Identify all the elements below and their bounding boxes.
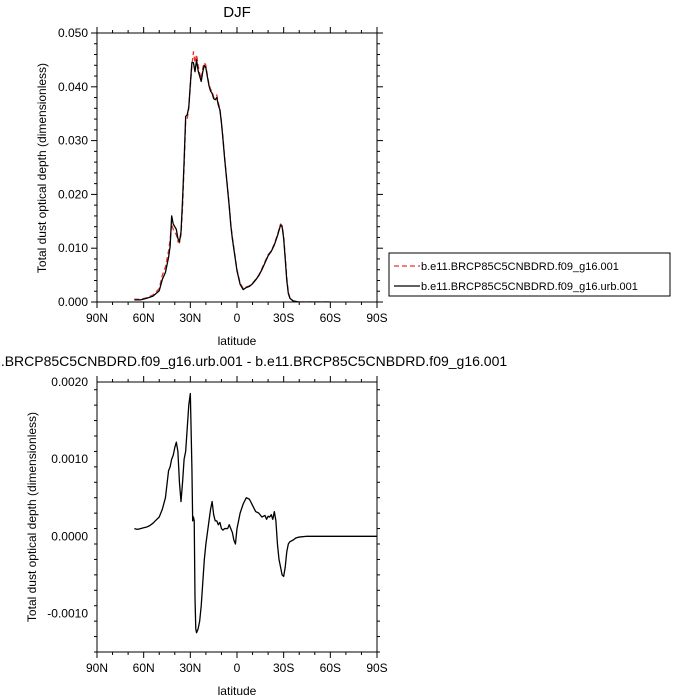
top-series-line-1 <box>134 51 331 302</box>
top-plot-frame <box>96 32 378 303</box>
top-y-tick-label: 0.050 <box>58 26 88 40</box>
bottom-x-tick-label: 90S <box>366 661 387 675</box>
top-x-tick-label: 90N <box>86 311 108 325</box>
top-x-tick-label: 30N <box>179 311 201 325</box>
top-panel-title: DJF <box>223 4 251 21</box>
bottom-plot-frame <box>96 381 378 653</box>
top-y-tick-label: 0.020 <box>58 187 88 201</box>
bottom-panel: b.e11.BRCP85C5CNBDRD.f09_g16.urb.001 - b… <box>0 353 507 698</box>
bottom-axes: 90N 60N 30N 0 30S 60S 90S -0.0010 0.0000 0.0010 0.… <box>47 375 387 675</box>
bottom-series-line-1 <box>134 392 377 634</box>
top-y-tick-label: 0.000 <box>58 295 88 309</box>
bottom-panel-title: b.e11.BRCP85C5CNBDRD.f09_g16.urb.001 - b… <box>0 353 507 369</box>
legend: b.e11.BRCP85C5CNBDRD.f09_g16.001 b.e11.B… <box>388 252 671 297</box>
legend-label-series-1: b.e11.BRCP85C5CNBDRD.f09_g16.001 <box>421 261 619 273</box>
bottom-y-tick-label: 0.0000 <box>51 529 88 543</box>
top-series-line-2 <box>134 59 331 302</box>
bottom-x-axis-label: latitude <box>218 684 257 698</box>
top-panel: DJF 90N 60N 30N 0 30S 60S 90S 0.000 0.010 0.020 0.… <box>35 4 671 348</box>
bottom-y-axis-label: Total dust optical depth (dimensionless) <box>25 412 39 622</box>
bottom-y-tick-label: -0.0010 <box>47 606 88 620</box>
top-axes: 90N 60N 30N 0 30S 60S 90S 0.000 0.010 0.020 0.030 0… <box>58 26 388 325</box>
top-y-axis-label: Total dust optical depth (dimensionless) <box>35 63 49 273</box>
bottom-y-tick-label: 0.0010 <box>51 452 88 466</box>
top-x-tick-label: 30S <box>273 311 294 325</box>
bottom-x-tick-label: 60S <box>320 661 341 675</box>
top-y-tick-label: 0.040 <box>58 80 88 94</box>
bottom-x-tick-label: 60N <box>133 661 155 675</box>
top-x-tick-label: 90S <box>366 311 387 325</box>
bottom-x-tick-label: 90N <box>86 661 108 675</box>
top-plot-area <box>134 51 331 302</box>
top-x-tick-label: 60N <box>133 311 155 325</box>
legend-box <box>388 252 671 297</box>
bottom-plot-area <box>134 392 377 634</box>
top-x-axis-label: latitude <box>218 334 257 348</box>
top-y-tick-label: 0.030 <box>58 134 88 148</box>
bottom-y-tick-label: 0.0020 <box>51 375 88 389</box>
bottom-x-tick-label: 0 <box>234 661 241 675</box>
top-y-tick-label: 0.010 <box>58 241 88 255</box>
bottom-x-tick-label: 30N <box>179 661 201 675</box>
bottom-x-tick-label: 30S <box>273 661 294 675</box>
top-x-tick-label: 60S <box>320 311 341 325</box>
top-x-tick-label: 0 <box>234 311 241 325</box>
legend-label-series-2: b.e11.BRCP85C5CNBDRD.f09_g16.urb.001 <box>421 281 638 293</box>
